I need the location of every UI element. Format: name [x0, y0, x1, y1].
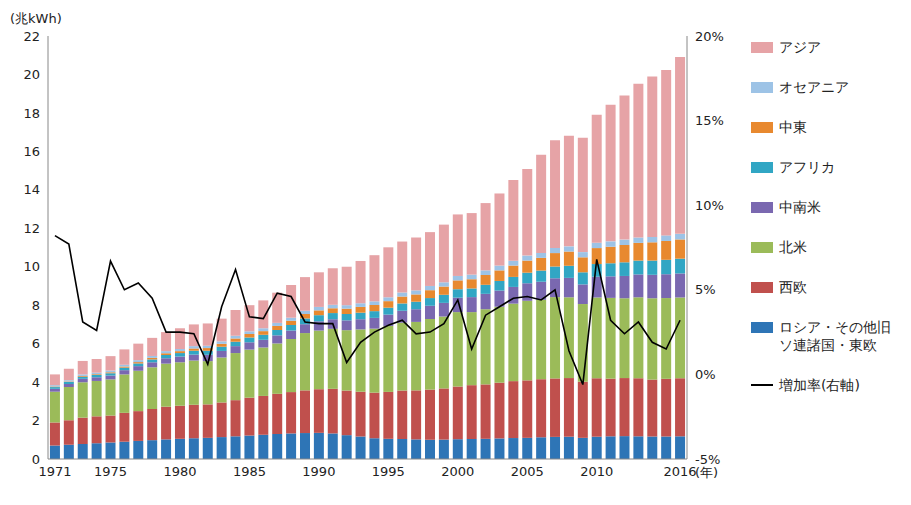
html-text:北米: 北米 [779, 239, 807, 255]
svg-text:5%: 5% [695, 282, 716, 297]
svg-text:15%: 15% [695, 113, 724, 128]
html-text:増加率(右軸): 増加率(右軸) [779, 377, 860, 393]
svg-text:16: 16 [23, 144, 40, 159]
svg-text:6: 6 [32, 336, 40, 351]
svg-text:14: 14 [23, 182, 40, 197]
svg-text:4: 4 [32, 375, 40, 390]
html-text:(兆kWh): (兆kWh) [10, 11, 62, 26]
svg-text:10%: 10% [695, 198, 724, 213]
svg-text:2005: 2005 [511, 464, 544, 479]
svg-text:18: 18 [23, 106, 40, 121]
svg-text:-5%: -5% [695, 452, 720, 467]
svg-text:0%: 0% [695, 367, 716, 382]
html-text:(年): (年) [695, 465, 719, 480]
svg-text:2016: 2016 [664, 464, 697, 479]
svg-text:10: 10 [23, 259, 40, 274]
html-text:西欧: 西欧 [779, 279, 807, 295]
svg-text:1971: 1971 [38, 464, 71, 479]
html-text:ロシア・その他旧ソ連諸国・東欧: ロシア・その他旧ソ連諸国・東欧 [779, 319, 891, 353]
svg-text:1980: 1980 [163, 464, 196, 479]
svg-text:22: 22 [23, 29, 40, 44]
html-text:中南米: 中南米 [779, 199, 821, 215]
svg-text:1995: 1995 [372, 464, 405, 479]
svg-text:12: 12 [23, 221, 40, 236]
html-text:アフリカ: アフリカ [779, 159, 835, 175]
svg-text:20%: 20% [695, 29, 724, 44]
html-text:中東: 中東 [779, 119, 807, 135]
svg-text:2: 2 [32, 413, 40, 428]
svg-text:2000: 2000 [441, 464, 474, 479]
svg-text:1985: 1985 [233, 464, 266, 479]
html-text:オセアニア: オセアニア [779, 79, 849, 95]
svg-text:8: 8 [32, 298, 40, 313]
svg-text:2010: 2010 [580, 464, 613, 479]
svg-text:1975: 1975 [94, 464, 127, 479]
html-text:アジア: アジア [779, 39, 821, 55]
svg-text:1990: 1990 [302, 464, 335, 479]
svg-text:20: 20 [23, 67, 40, 82]
svg-text:0: 0 [32, 452, 40, 467]
